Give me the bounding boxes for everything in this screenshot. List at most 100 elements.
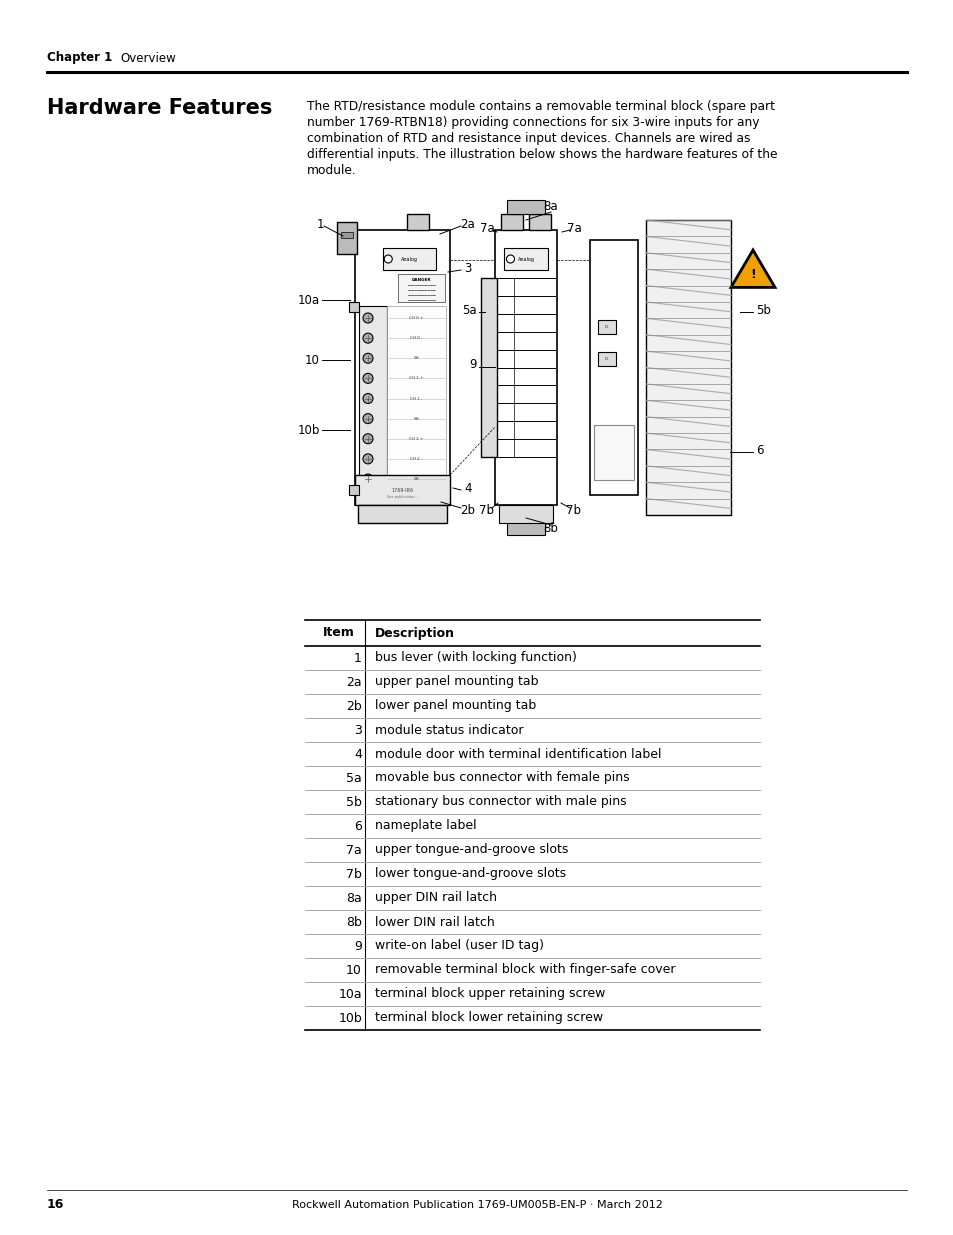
Bar — [407, 214, 429, 230]
Text: module status indicator: module status indicator — [375, 724, 523, 736]
Text: 7b: 7b — [346, 867, 361, 881]
Text: upper panel mounting tab: upper panel mounting tab — [375, 676, 537, 688]
Text: Analog: Analog — [400, 257, 417, 262]
Text: SH: SH — [414, 356, 419, 361]
Polygon shape — [730, 249, 774, 288]
Text: See publication...: See publication... — [387, 495, 417, 499]
Text: Chapter 1: Chapter 1 — [47, 52, 112, 64]
Text: 4: 4 — [464, 482, 471, 494]
Text: 10a: 10a — [297, 294, 319, 306]
Bar — [349, 303, 358, 312]
Text: 10: 10 — [305, 353, 319, 367]
Text: lower DIN rail latch: lower DIN rail latch — [375, 915, 495, 929]
Text: 8b: 8b — [543, 521, 558, 535]
Circle shape — [363, 414, 373, 424]
Bar — [529, 505, 550, 521]
Bar — [336, 222, 356, 254]
Text: 3: 3 — [464, 262, 471, 274]
Text: 5a: 5a — [346, 772, 361, 784]
Text: 4: 4 — [354, 747, 361, 761]
Text: SH: SH — [414, 416, 419, 421]
Text: 5b: 5b — [755, 304, 770, 316]
Bar — [357, 505, 447, 522]
Text: 9: 9 — [469, 358, 476, 372]
Text: 9: 9 — [354, 940, 361, 952]
Text: Hardware Features: Hardware Features — [47, 98, 273, 119]
Text: 2b: 2b — [460, 504, 475, 516]
Text: DANGER: DANGER — [412, 278, 431, 282]
Bar — [598, 320, 616, 333]
Text: 1: 1 — [315, 217, 323, 231]
Text: 2a: 2a — [346, 676, 361, 688]
Circle shape — [363, 433, 373, 443]
Bar — [358, 306, 387, 492]
Bar — [645, 220, 730, 515]
Text: ─────────────────: ───────────────── — [407, 294, 435, 298]
Text: 10b: 10b — [297, 424, 319, 436]
Bar — [349, 485, 358, 495]
Circle shape — [384, 254, 392, 263]
Text: Item: Item — [323, 626, 355, 640]
Text: 16: 16 — [47, 1198, 64, 1212]
Text: 6: 6 — [354, 820, 361, 832]
Text: Description: Description — [375, 626, 455, 640]
Bar — [500, 214, 522, 230]
Text: 8a: 8a — [346, 892, 361, 904]
Bar — [407, 505, 429, 521]
Text: 5b: 5b — [346, 795, 361, 809]
Text: 6: 6 — [755, 443, 762, 457]
Text: number 1769-RTBN18) providing connections for six 3-wire inputs for any: number 1769-RTBN18) providing connection… — [307, 116, 759, 128]
Text: 10b: 10b — [338, 1011, 361, 1025]
Bar — [480, 278, 497, 457]
Text: CH 0 +: CH 0 + — [409, 316, 423, 320]
Text: module.: module. — [307, 164, 356, 177]
Text: CH 0 -: CH 0 - — [410, 336, 422, 340]
Text: 2b: 2b — [346, 699, 361, 713]
Bar — [507, 200, 544, 214]
Text: combination of RTD and resistance input devices. Channels are wired as: combination of RTD and resistance input … — [307, 132, 750, 144]
Bar — [340, 232, 353, 238]
Text: movable bus connector with female pins: movable bus connector with female pins — [375, 772, 629, 784]
Text: Rockwell Automation Publication 1769-UM005B-EN-P · March 2012: Rockwell Automation Publication 1769-UM0… — [292, 1200, 661, 1210]
Bar — [355, 475, 450, 505]
Text: 10a: 10a — [338, 988, 361, 1000]
Text: nameplate label: nameplate label — [375, 820, 476, 832]
Text: bus lever (with locking function): bus lever (with locking function) — [375, 652, 577, 664]
Bar — [594, 425, 634, 480]
Text: ─────────────────: ───────────────── — [407, 284, 435, 288]
Text: CH 1 +: CH 1 + — [409, 377, 423, 380]
Bar — [500, 505, 522, 521]
Text: IO: IO — [604, 357, 609, 361]
Text: CH 2 +: CH 2 + — [409, 437, 423, 441]
Text: CH 1 -: CH 1 - — [410, 396, 422, 400]
Text: 7a: 7a — [479, 221, 494, 235]
Circle shape — [506, 254, 514, 263]
Bar — [504, 248, 547, 270]
Text: terminal block lower retaining screw: terminal block lower retaining screw — [375, 1011, 602, 1025]
Text: 10: 10 — [346, 963, 361, 977]
Bar — [383, 248, 436, 270]
Bar — [498, 505, 553, 522]
Bar — [589, 240, 638, 495]
Text: ─────────────────: ───────────────── — [407, 289, 435, 293]
Text: 8a: 8a — [543, 200, 558, 214]
Text: 5a: 5a — [462, 304, 476, 316]
Text: terminal block upper retaining screw: terminal block upper retaining screw — [375, 988, 605, 1000]
Text: The RTD/resistance module contains a removable terminal block (spare part: The RTD/resistance module contains a rem… — [307, 100, 774, 112]
Circle shape — [363, 312, 373, 324]
Circle shape — [363, 353, 373, 363]
Bar — [387, 306, 446, 492]
Circle shape — [363, 454, 373, 464]
Text: 1769-IR6: 1769-IR6 — [391, 488, 414, 493]
Text: 7b: 7b — [479, 504, 494, 516]
Text: 2a: 2a — [460, 217, 475, 231]
Text: 1: 1 — [354, 652, 361, 664]
Circle shape — [363, 373, 373, 383]
Text: module door with terminal identification label: module door with terminal identification… — [375, 747, 660, 761]
Bar — [495, 230, 557, 505]
Text: CH 2 -: CH 2 - — [410, 457, 422, 461]
Text: stationary bus connector with male pins: stationary bus connector with male pins — [375, 795, 626, 809]
Text: 8b: 8b — [346, 915, 361, 929]
Bar — [507, 521, 544, 535]
Bar — [355, 230, 450, 505]
